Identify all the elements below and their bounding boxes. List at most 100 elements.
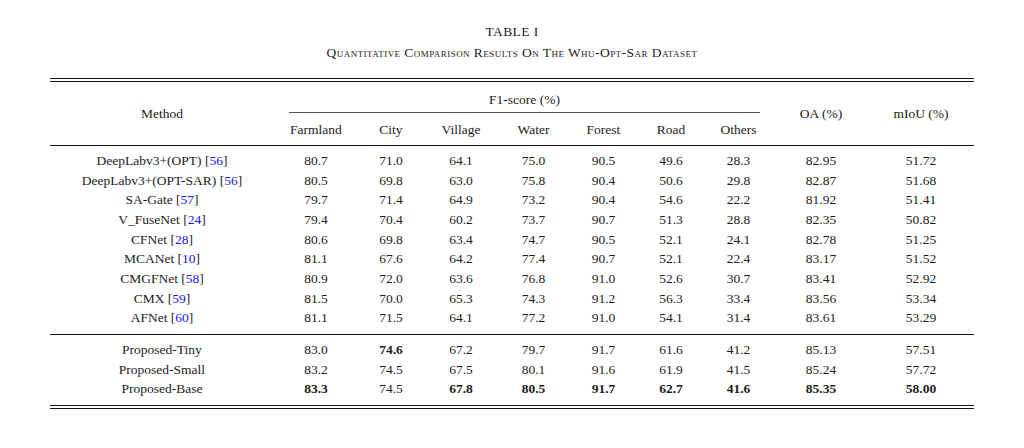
citation-link[interactable]: 24 <box>188 212 202 227</box>
value-cell: 90.4 <box>568 190 638 210</box>
value-cell: 51.25 <box>869 230 974 250</box>
value-cell: 22.4 <box>703 249 773 269</box>
method-cell: MCANet [10] <box>50 249 273 269</box>
baseline-rows-section: DeepLabv3+(OPT) [56]80.771.064.175.090.5… <box>50 146 973 335</box>
table-row: SA-Gate [57]79.771.464.973.290.454.622.2… <box>50 190 973 210</box>
citation-link[interactable]: 56 <box>209 153 223 168</box>
value-cell: 64.2 <box>423 249 498 269</box>
col-header-others: Others <box>703 115 773 146</box>
value-cell: 31.4 <box>703 309 773 335</box>
value-cell: 51.68 <box>869 171 974 191</box>
value-cell: 49.6 <box>638 146 703 171</box>
value-cell: 80.9 <box>273 269 358 289</box>
value-cell: 81.1 <box>273 249 358 269</box>
value-cell: 65.3 <box>423 289 498 309</box>
col-header-oa: OA (%) <box>774 80 869 146</box>
citation-link[interactable]: 10 <box>182 251 196 266</box>
value-cell: 83.56 <box>774 289 869 309</box>
value-cell: 71.5 <box>358 309 423 335</box>
results-table: Method F1-score (%) OA (%) mIoU (%) Farm… <box>50 78 973 409</box>
value-cell: 90.7 <box>568 249 638 269</box>
table-row: V_FuseNet [24]79.470.460.273.790.751.328… <box>50 210 973 230</box>
value-cell: 61.6 <box>638 335 703 360</box>
value-cell: 58.00 <box>869 380 974 408</box>
value-cell: 71.0 <box>358 146 423 171</box>
method-name: Proposed-Small <box>119 362 205 377</box>
method-cell: Proposed-Base <box>50 380 273 408</box>
method-name: Proposed-Base <box>121 381 202 396</box>
value-cell: 76.8 <box>498 269 568 289</box>
citation-link[interactable]: 60 <box>175 310 189 325</box>
citation-link[interactable]: 28 <box>175 232 189 247</box>
citation-link[interactable]: 56 <box>224 173 238 188</box>
value-cell: 28.8 <box>703 210 773 230</box>
value-cell: 83.2 <box>273 360 358 380</box>
value-cell: 67.8 <box>423 380 498 408</box>
value-cell: 64.1 <box>423 146 498 171</box>
value-cell: 90.4 <box>568 171 638 191</box>
col-header-farmland: Farmland <box>273 115 358 146</box>
value-cell: 81.5 <box>273 289 358 309</box>
value-cell: 83.41 <box>774 269 869 289</box>
method-cell: DeepLabv3+(OPT-SAR) [56] <box>50 171 273 191</box>
method-name: CFNet <box>131 232 167 247</box>
value-cell: 41.5 <box>703 360 773 380</box>
value-cell: 73.7 <box>498 210 568 230</box>
value-cell: 81.1 <box>273 309 358 335</box>
value-cell: 91.7 <box>568 335 638 360</box>
col-header-village: Village <box>423 115 498 146</box>
col-header-f1-group: F1-score (%) <box>273 80 773 115</box>
method-name: CMX <box>134 291 165 306</box>
method-cell: V_FuseNet [24] <box>50 210 273 230</box>
table-row: CFNet [28]80.669.863.474.790.552.124.182… <box>50 230 973 250</box>
value-cell: 64.1 <box>423 309 498 335</box>
table-row: CMGFNet [58]80.972.063.676.891.052.630.7… <box>50 269 973 289</box>
method-cell: AFNet [60] <box>50 309 273 335</box>
method-name: DeepLabv3+(OPT-SAR) <box>82 173 217 188</box>
value-cell: 24.1 <box>703 230 773 250</box>
method-name: Proposed-Tiny <box>122 342 202 357</box>
value-cell: 79.7 <box>498 335 568 360</box>
value-cell: 53.29 <box>869 309 974 335</box>
value-cell: 79.7 <box>273 190 358 210</box>
value-cell: 51.3 <box>638 210 703 230</box>
value-cell: 30.7 <box>703 269 773 289</box>
value-cell: 91.6 <box>568 360 638 380</box>
value-cell: 90.7 <box>568 210 638 230</box>
table-row: DeepLabv3+(OPT-SAR) [56]80.569.863.075.8… <box>50 171 973 191</box>
col-header-city: City <box>358 115 423 146</box>
method-cell: SA-Gate [57] <box>50 190 273 210</box>
value-cell: 83.3 <box>273 380 358 408</box>
value-cell: 90.5 <box>568 146 638 171</box>
col-header-water: Water <box>498 115 568 146</box>
citation-link[interactable]: 57 <box>181 192 195 207</box>
method-name: DeepLabv3+(OPT) <box>97 153 202 168</box>
citation-link[interactable]: 58 <box>186 271 200 286</box>
header-group-row: Method F1-score (%) OA (%) mIoU (%) <box>50 80 973 115</box>
value-cell: 52.92 <box>869 269 974 289</box>
value-cell: 90.5 <box>568 230 638 250</box>
f1-group-label: F1-score (%) <box>289 85 759 113</box>
table-row: AFNet [60]81.171.564.177.291.054.131.483… <box>50 309 973 335</box>
value-cell: 73.2 <box>498 190 568 210</box>
value-cell: 91.7 <box>568 380 638 408</box>
value-cell: 75.0 <box>498 146 568 171</box>
table-row: Proposed-Tiny83.074.667.279.791.761.641.… <box>50 335 973 360</box>
method-name: V_FuseNet <box>118 212 180 227</box>
table-row: Proposed-Small83.274.567.580.191.661.941… <box>50 360 973 380</box>
value-cell: 51.41 <box>869 190 974 210</box>
value-cell: 75.8 <box>498 171 568 191</box>
method-cell: DeepLabv3+(OPT) [56] <box>50 146 273 171</box>
value-cell: 67.6 <box>358 249 423 269</box>
table-row: CMX [59]81.570.065.374.391.256.333.483.5… <box>50 289 973 309</box>
value-cell: 83.17 <box>774 249 869 269</box>
value-cell: 80.7 <box>273 146 358 171</box>
value-cell: 69.8 <box>358 230 423 250</box>
value-cell: 60.2 <box>423 210 498 230</box>
value-cell: 77.4 <box>498 249 568 269</box>
citation-link[interactable]: 59 <box>172 291 186 306</box>
value-cell: 64.9 <box>423 190 498 210</box>
value-cell: 71.4 <box>358 190 423 210</box>
value-cell: 41.6 <box>703 380 773 408</box>
value-cell: 33.4 <box>703 289 773 309</box>
